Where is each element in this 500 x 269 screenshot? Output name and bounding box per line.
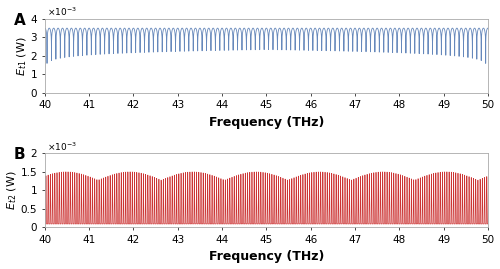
Text: $\times10^{-3}$: $\times10^{-3}$ (47, 6, 77, 18)
Y-axis label: $E_{t2}$ (W): $E_{t2}$ (W) (6, 171, 19, 210)
Text: B: B (14, 147, 26, 162)
X-axis label: Frequency (THz): Frequency (THz) (208, 116, 324, 129)
Text: $\times10^{-3}$: $\times10^{-3}$ (47, 140, 77, 153)
X-axis label: Frequency (THz): Frequency (THz) (208, 250, 324, 263)
Y-axis label: $E_{t1}$ (W): $E_{t1}$ (W) (16, 36, 29, 76)
Text: A: A (14, 13, 26, 28)
